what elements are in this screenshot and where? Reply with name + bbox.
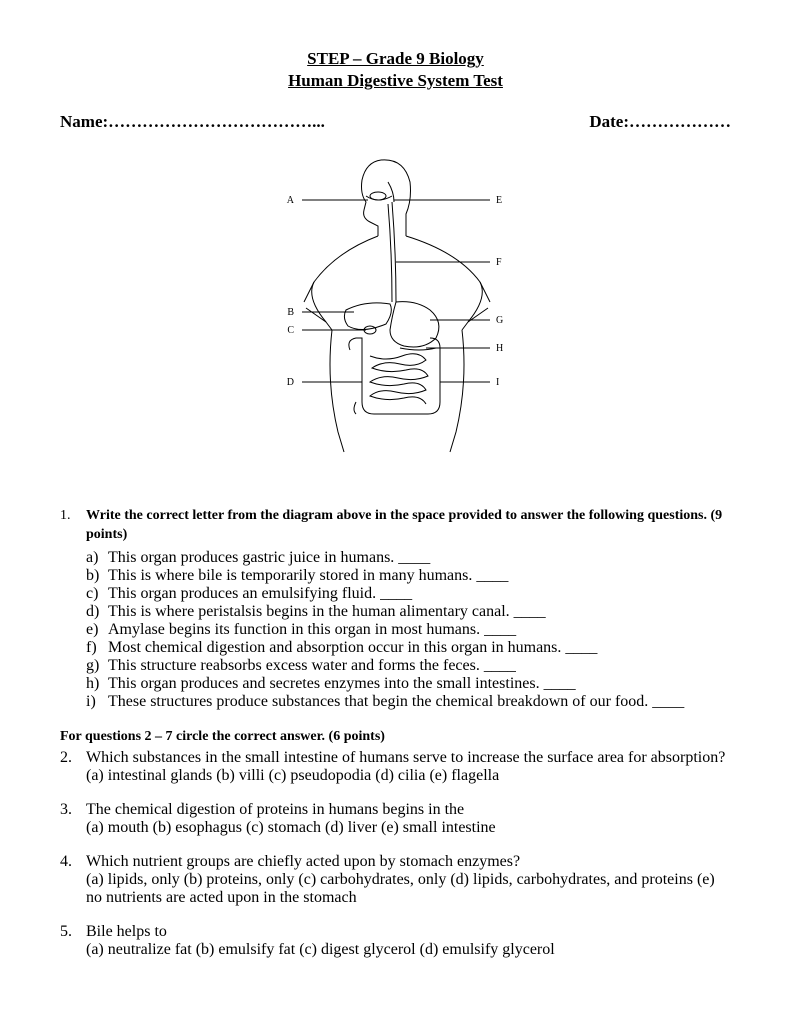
mc-question: 3.The chemical digestion of proteins in … — [60, 801, 731, 837]
mc-number: 5. — [60, 923, 86, 941]
digestive-diagram: A B C D E F G H I — [60, 152, 731, 467]
mc-options: (a) neutralize fat (b) emulsify fat (c) … — [86, 941, 731, 959]
q1-item: d)This is where peristalsis begins in th… — [86, 603, 731, 621]
diagram-label-c: C — [287, 325, 294, 336]
q1-item-text: This organ produces gastric juice in hum… — [108, 549, 731, 567]
q1-item-label: c) — [86, 585, 108, 603]
question-1: 1. Write the correct letter from the dia… — [60, 507, 731, 545]
q1-item-text: This organ produces and secretes enzymes… — [108, 675, 731, 693]
mc-number: 3. — [60, 801, 86, 819]
mc-question: 4.Which nutrient groups are chiefly acte… — [60, 853, 731, 907]
q1-item: i)These structures produce substances th… — [86, 693, 731, 711]
q1-item-label: b) — [86, 567, 108, 585]
q1-item-text: This organ produces an emulsifying fluid… — [108, 585, 731, 603]
date-label: Date: — [589, 112, 629, 131]
mc-options: (a) lipids, only (b) proteins, only (c) … — [86, 871, 731, 907]
q1-item: g)This structure reabsorbs excess water … — [86, 657, 731, 675]
diagram-label-a: A — [286, 195, 294, 206]
diagram-label-f: F — [496, 257, 502, 268]
document-page: STEP – Grade 9 Biology Human Digestive S… — [0, 0, 791, 1015]
q1-item-text: These structures produce substances that… — [108, 693, 731, 711]
mc-number: 4. — [60, 853, 86, 871]
q1-item-label: d) — [86, 603, 108, 621]
name-dots: ………………………………... — [108, 112, 325, 131]
mc-stem-text: Bile helps to — [86, 923, 731, 941]
date-field: Date:……………… — [589, 112, 731, 132]
q1-item-text: Most chemical digestion and absorption o… — [108, 639, 731, 657]
q1-item: b)This is where bile is temporarily stor… — [86, 567, 731, 585]
diagram-label-b: B — [287, 307, 294, 318]
diagram-label-d: D — [286, 377, 293, 388]
q1-item-label: e) — [86, 621, 108, 639]
mc-stem-text: Which substances in the small intestine … — [86, 749, 731, 767]
name-date-row: Name:………………………………... Date:……………… — [60, 112, 731, 132]
q1-item: a)This organ produces gastric juice in h… — [86, 549, 731, 567]
mc-options: (a) mouth (b) esophagus (c) stomach (d) … — [86, 819, 731, 837]
title-block: STEP – Grade 9 Biology Human Digestive S… — [60, 48, 731, 92]
mc-stem-text: Which nutrient groups are chiefly acted … — [86, 853, 731, 871]
q1-item-text: This is where peristalsis begins in the … — [108, 603, 731, 621]
q1-item-text: Amylase begins its function in this orga… — [108, 621, 731, 639]
title-line-2: Human Digestive System Test — [60, 70, 731, 92]
q1-item-label: h) — [86, 675, 108, 693]
mc-options: (a) intestinal glands (b) villi (c) pseu… — [86, 767, 731, 785]
mc-number: 2. — [60, 749, 86, 767]
mc-stem-text: The chemical digestion of proteins in hu… — [86, 801, 731, 819]
diagram-label-e: E — [496, 195, 502, 206]
q1-number: 1. — [60, 507, 86, 545]
q1-item-label: g) — [86, 657, 108, 675]
q1-item: c)This organ produces an emulsifying flu… — [86, 585, 731, 603]
section2-header: For questions 2 – 7 circle the correct a… — [60, 729, 731, 745]
q1-stem: Write the correct letter from the diagra… — [86, 507, 731, 545]
name-label: Name: — [60, 112, 108, 131]
q1-item: f)Most chemical digestion and absorption… — [86, 639, 731, 657]
q1-item: h)This organ produces and secretes enzym… — [86, 675, 731, 693]
q1-item-label: f) — [86, 639, 108, 657]
q1-item-label: i) — [86, 693, 108, 711]
q1-item-label: a) — [86, 549, 108, 567]
title-line-1: STEP – Grade 9 Biology — [60, 48, 731, 70]
q1-sub-list: a)This organ produces gastric juice in h… — [86, 549, 731, 711]
mc-container: 2.Which substances in the small intestin… — [60, 749, 731, 959]
q1-item: e)Amylase begins its function in this or… — [86, 621, 731, 639]
name-field: Name:………………………………... — [60, 112, 325, 132]
digestive-diagram-svg: A B C D E F G H I — [266, 152, 526, 462]
mc-question: 2.Which substances in the small intestin… — [60, 749, 731, 785]
diagram-label-h: H — [496, 343, 503, 354]
diagram-label-g: G — [496, 315, 503, 326]
date-dots: ……………… — [629, 112, 731, 131]
q1-item-text: This is where bile is temporarily stored… — [108, 567, 731, 585]
diagram-label-i: I — [496, 377, 499, 388]
q1-item-text: This structure reabsorbs excess water an… — [108, 657, 731, 675]
mc-question: 5.Bile helps to(a) neutralize fat (b) em… — [60, 923, 731, 959]
